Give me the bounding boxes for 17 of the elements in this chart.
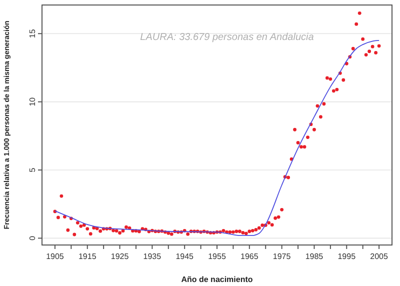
y-tick-label: 0 [28,235,37,240]
x-tick-label: 1915 [78,252,97,261]
y-tick-label: 10 [28,96,37,106]
x-tick-label: 1995 [338,252,356,261]
annotation: LAURA: 33.679 personas en Andalucia [140,32,314,43]
x-tick-label: 1945 [176,252,194,261]
x-axis-title: Año de nacimiento [181,275,253,284]
x-tick-label: 1925 [110,252,130,261]
x-tick-label: 1965 [240,252,259,261]
x-tick-label: 2005 [370,252,388,261]
x-tick-label: 1975 [272,252,292,261]
y-tick-label: 5 [28,167,37,172]
x-tick-label: 1985 [305,252,324,261]
y-tick-label: 15 [28,28,37,38]
x-tick-label: 1955 [208,252,226,261]
x-tick-label: 1905 [46,252,64,261]
x-tick-label: 1935 [143,252,162,261]
